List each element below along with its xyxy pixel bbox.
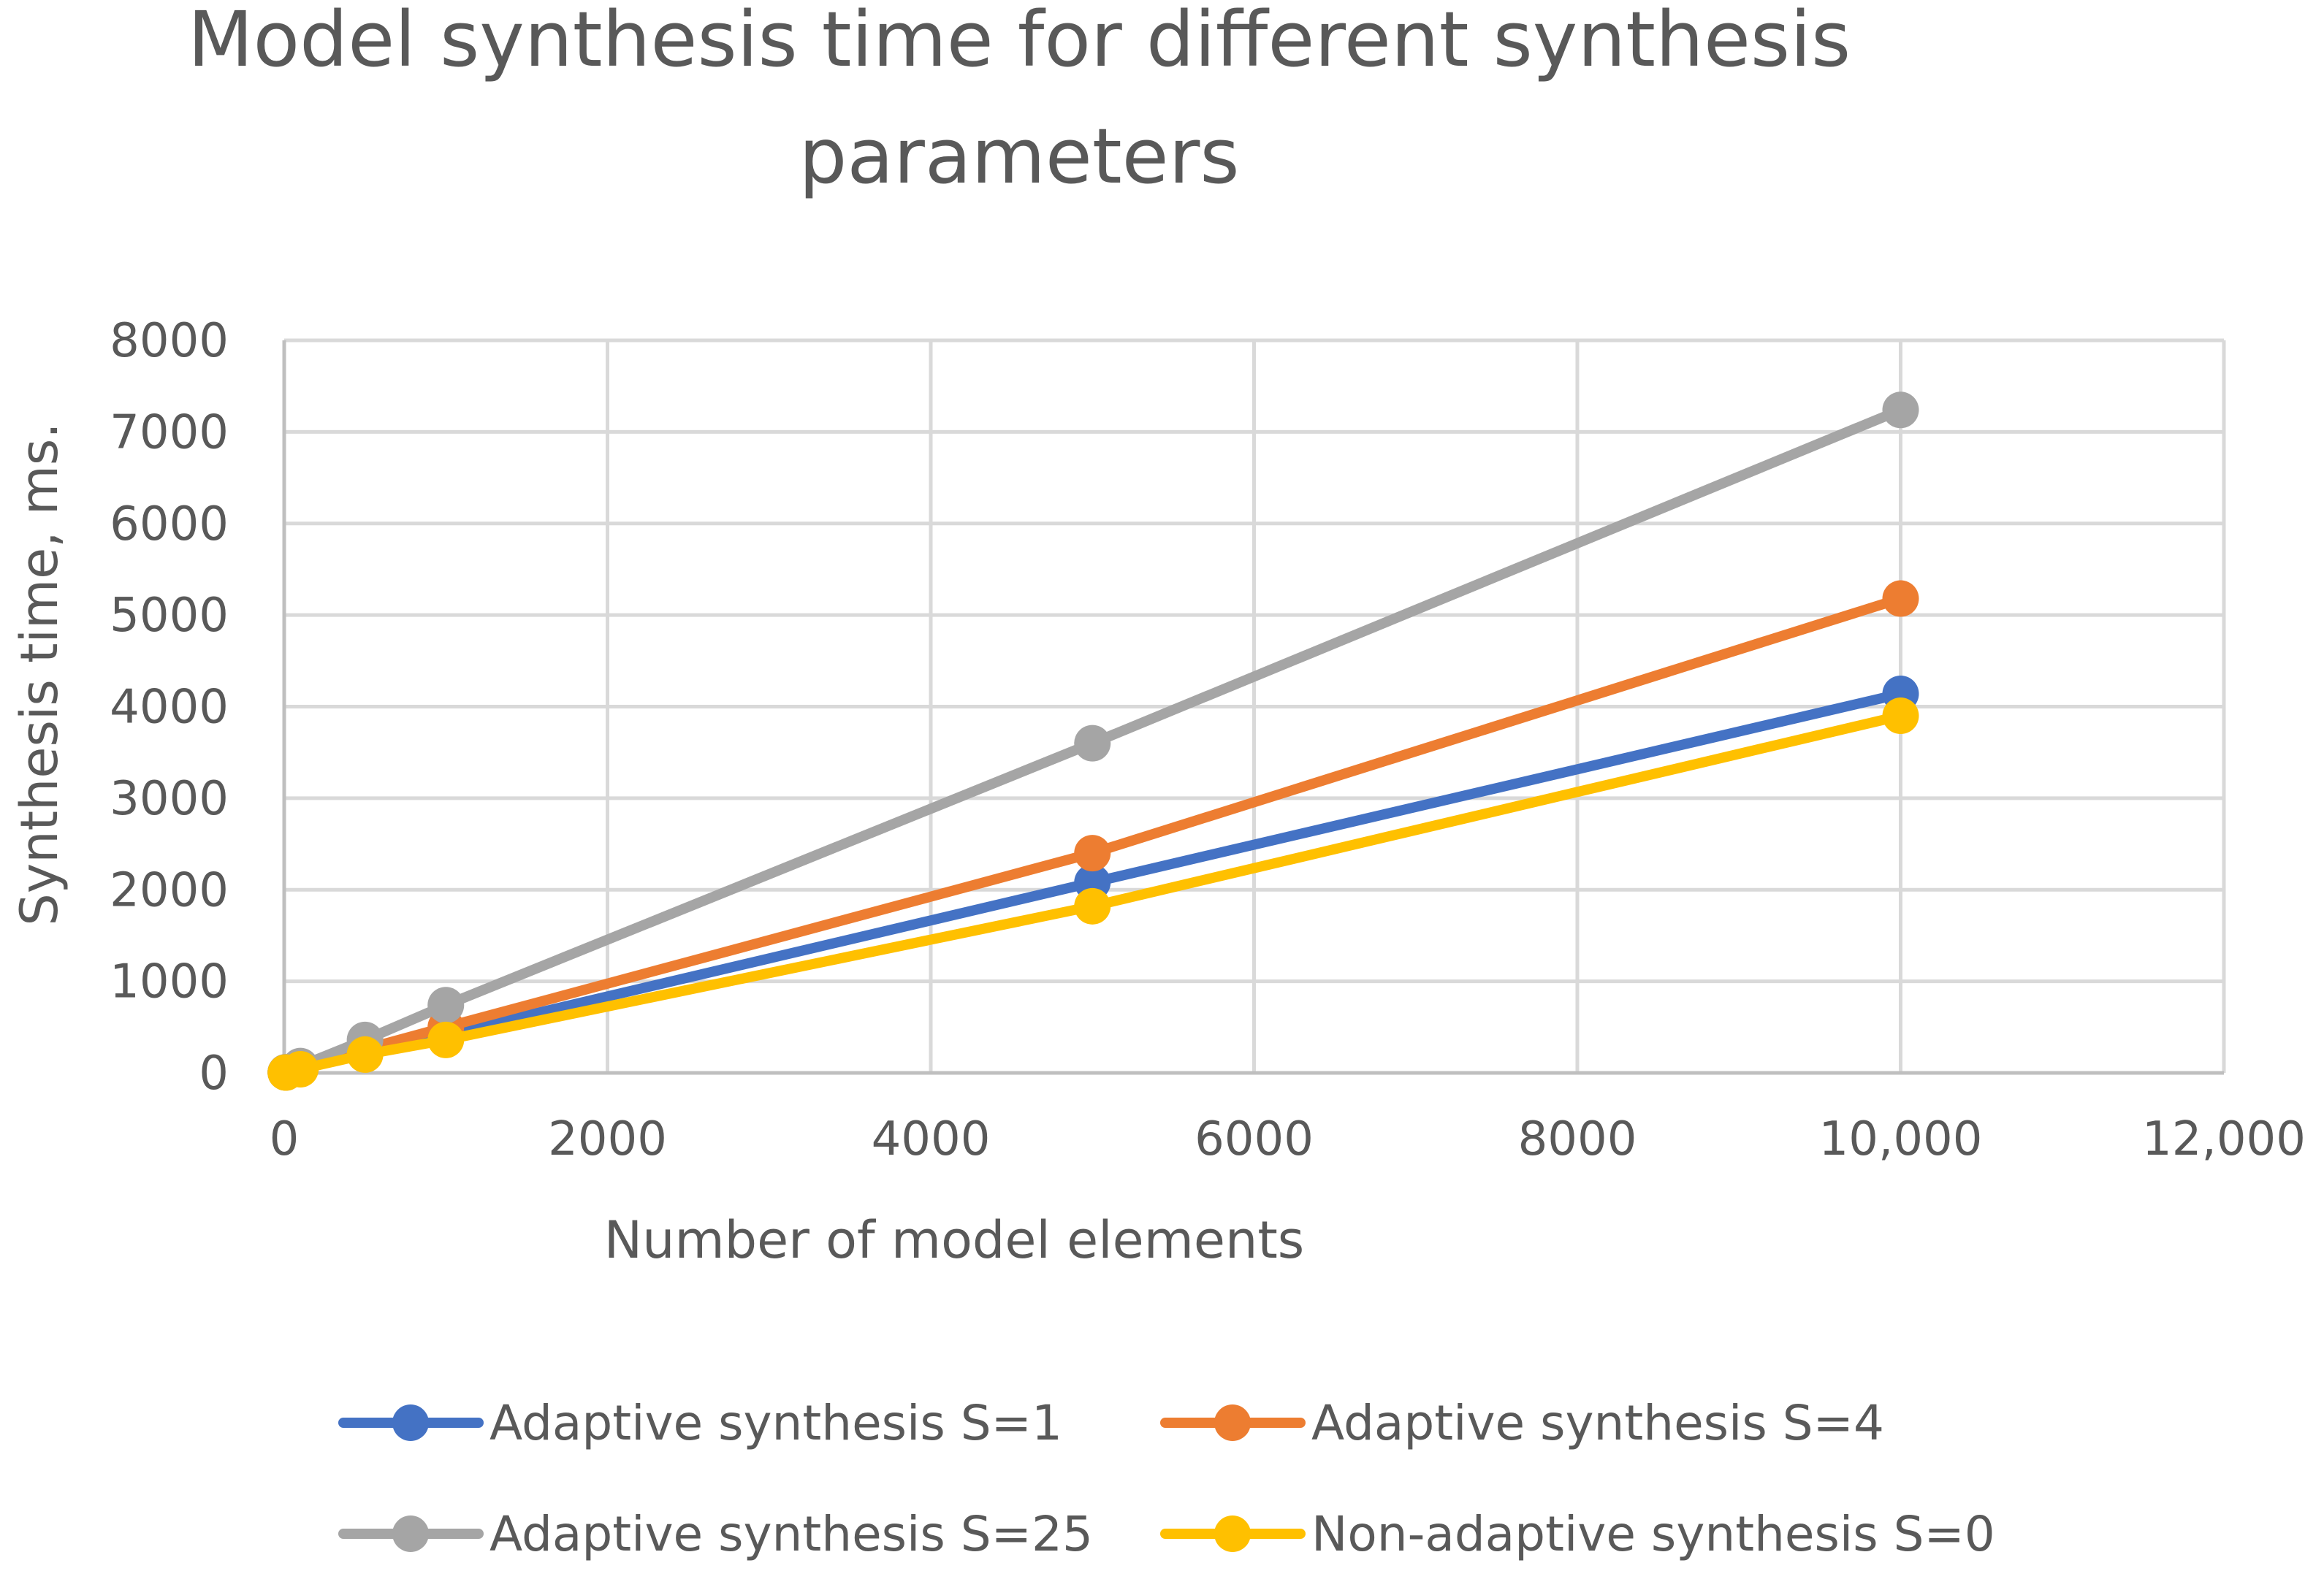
x-axis-title: Number of model elements bbox=[604, 1210, 1305, 1270]
y-tick-label: 5000 bbox=[110, 589, 229, 643]
y-tick-label: 7000 bbox=[110, 405, 229, 459]
legend-marker bbox=[1214, 1404, 1251, 1441]
y-axis-title: Synthesis time, ms. bbox=[9, 422, 69, 925]
legend-item-3: Adaptive synthesis S=25 bbox=[338, 1506, 1093, 1562]
legend-marker bbox=[1214, 1515, 1251, 1552]
series-layer bbox=[267, 391, 1919, 1091]
series-point bbox=[282, 1050, 319, 1088]
axis-layer bbox=[282, 340, 2224, 1075]
y-tick-label: 0 bbox=[199, 1047, 229, 1101]
x-tick-label: 8000 bbox=[1518, 1112, 1637, 1166]
x-tick-label: 10,000 bbox=[1819, 1112, 1983, 1166]
y-tick-label: 6000 bbox=[110, 497, 229, 551]
x-tick-label: 6000 bbox=[1195, 1112, 1314, 1166]
legend-label: Adaptive synthesis S=4 bbox=[1311, 1395, 1884, 1451]
chart-title-line-1: Model synthesis time for different synth… bbox=[188, 0, 1851, 84]
legend-item-1: Adaptive synthesis S=1 bbox=[338, 1395, 1062, 1451]
legend-marker bbox=[392, 1515, 429, 1552]
y-tick-label: 3000 bbox=[110, 772, 229, 826]
tick-layer: 0 1000 2000 3000 4000 5000 6000 7000 8000 0 2000 40… bbox=[110, 314, 2306, 1166]
legend-label: Non-adaptive synthesis S=0 bbox=[1311, 1506, 1995, 1562]
grid-layer bbox=[284, 338, 2226, 1073]
y-tick-label: 2000 bbox=[110, 863, 229, 917]
series-point bbox=[346, 1036, 384, 1073]
y-tick-label: 8000 bbox=[110, 314, 229, 368]
legend-label: Adaptive synthesis S=25 bbox=[489, 1506, 1093, 1562]
series-point bbox=[1074, 887, 1111, 925]
chart-title-line-2: parameters bbox=[799, 112, 1239, 201]
legend-item-4: Non-adaptive synthesis S=0 bbox=[1160, 1506, 1995, 1562]
x-tick-label: 12,000 bbox=[2142, 1112, 2306, 1166]
series-point bbox=[1074, 835, 1111, 872]
legend: Adaptive synthesis S=1 Adaptive synthesis… bbox=[338, 1395, 1995, 1562]
x-tick-label: 0 bbox=[270, 1112, 300, 1166]
series-point bbox=[1882, 391, 1919, 429]
x-tick-label: 2000 bbox=[548, 1112, 667, 1166]
x-tick-label: 4000 bbox=[872, 1112, 991, 1166]
legend-label: Adaptive synthesis S=1 bbox=[489, 1395, 1062, 1451]
y-tick-label: 4000 bbox=[110, 681, 229, 735]
series-point bbox=[1074, 725, 1111, 762]
legend-item-2: Adaptive synthesis S=4 bbox=[1160, 1395, 1884, 1451]
series-point bbox=[1882, 580, 1919, 617]
series-point bbox=[427, 987, 465, 1024]
series-point bbox=[1882, 697, 1919, 735]
series-3 bbox=[267, 391, 1919, 1090]
legend-marker bbox=[392, 1404, 429, 1441]
series-4 bbox=[267, 697, 1919, 1091]
y-tick-label: 1000 bbox=[110, 955, 229, 1009]
series-point bbox=[427, 1021, 465, 1058]
